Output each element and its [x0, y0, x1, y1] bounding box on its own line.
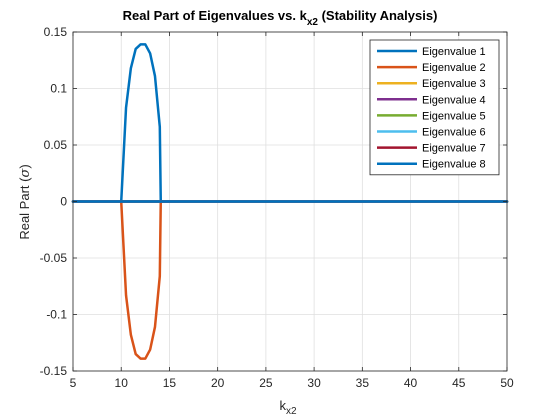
- x-tick-label: 35: [356, 376, 370, 390]
- legend-entry-label: Eigenvalue 7: [422, 143, 486, 155]
- chart-title: Real Part of Eigenvalues vs. kx2 (Stabil…: [123, 8, 438, 28]
- legend-entry-label: Eigenvalue 3: [422, 78, 486, 90]
- legend: Eigenvalue 1 Eigenvalue 2 Eigenvalue 3 Eige…: [369, 39, 500, 176]
- x-tick-label: 30: [307, 376, 321, 390]
- y-tick-label: 0: [60, 195, 67, 209]
- legend-entry-label: Eigenvalue 1: [422, 46, 486, 58]
- x-tick-label: 45: [452, 376, 466, 390]
- y-tick-label: 0.15: [44, 25, 68, 39]
- legend-entry-label: Eigenvalue 6: [422, 127, 486, 139]
- y-tick-label: 0.1: [50, 82, 67, 96]
- y-tick-label: -0.1: [46, 308, 67, 322]
- x-axis-label: kx2: [279, 398, 297, 417]
- y-axis: -0.15 -0.1 -0.05 0 0.05 0.1 0.15: [40, 25, 507, 378]
- x-tick-label: 10: [115, 376, 129, 390]
- legend-entry-label: Eigenvalue 8: [422, 159, 486, 171]
- y-axis-label: Real Part (σ): [17, 164, 33, 239]
- legend-box: [369, 39, 500, 176]
- x-tick-label: 15: [163, 376, 177, 390]
- y-tick-label: 0.05: [44, 138, 68, 152]
- x-tick-label: 40: [404, 376, 418, 390]
- y-tick-label: -0.15: [40, 364, 68, 378]
- series-layer: [71, 43, 509, 360]
- x-tick-label: 20: [211, 376, 225, 390]
- x-tick-label: 5: [70, 376, 77, 390]
- x-tick-label: 25: [259, 376, 273, 390]
- legend-entry-label: Eigenvalue 5: [422, 110, 486, 122]
- x-axis: 5 10 15 20 25 30 35 40 45 50: [70, 32, 514, 390]
- x-tick-label: 50: [500, 376, 514, 390]
- y-tick-label: -0.05: [40, 251, 68, 265]
- legend-entry-label: Eigenvalue 4: [422, 94, 486, 106]
- legend-entry-label: Eigenvalue 2: [422, 62, 486, 74]
